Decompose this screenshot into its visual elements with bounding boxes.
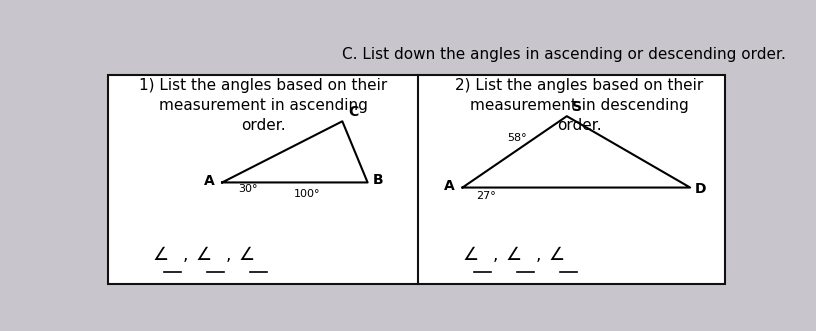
Text: ∠: ∠ [463, 246, 479, 264]
FancyBboxPatch shape [109, 75, 725, 284]
Text: A: A [204, 174, 215, 188]
Text: 1) List the angles based on their
measurement in ascending
order.: 1) List the angles based on their measur… [140, 78, 388, 132]
Text: 27°: 27° [477, 191, 496, 201]
Text: 58°: 58° [508, 133, 527, 143]
Text: S: S [572, 100, 582, 114]
Text: ,: , [226, 246, 231, 264]
Text: ∠: ∠ [153, 246, 169, 264]
Text: C. List down the angles in ascending or descending order.: C. List down the angles in ascending or … [343, 47, 786, 62]
Text: A: A [444, 179, 455, 193]
Text: ∠: ∠ [238, 246, 255, 264]
Text: ∠: ∠ [196, 246, 211, 264]
Text: 2) List the angles based on their
measurement in descending
order.: 2) List the angles based on their measur… [455, 78, 703, 132]
Text: ,: , [183, 246, 188, 264]
Text: ,: , [536, 246, 541, 264]
Text: C: C [348, 105, 359, 119]
Text: ∠: ∠ [505, 246, 521, 264]
Text: 100°: 100° [294, 189, 320, 199]
Text: D: D [695, 182, 707, 196]
Text: B: B [373, 173, 384, 187]
Text: 30°: 30° [238, 184, 258, 194]
Text: ∠: ∠ [548, 246, 565, 264]
Text: ,: , [493, 246, 499, 264]
